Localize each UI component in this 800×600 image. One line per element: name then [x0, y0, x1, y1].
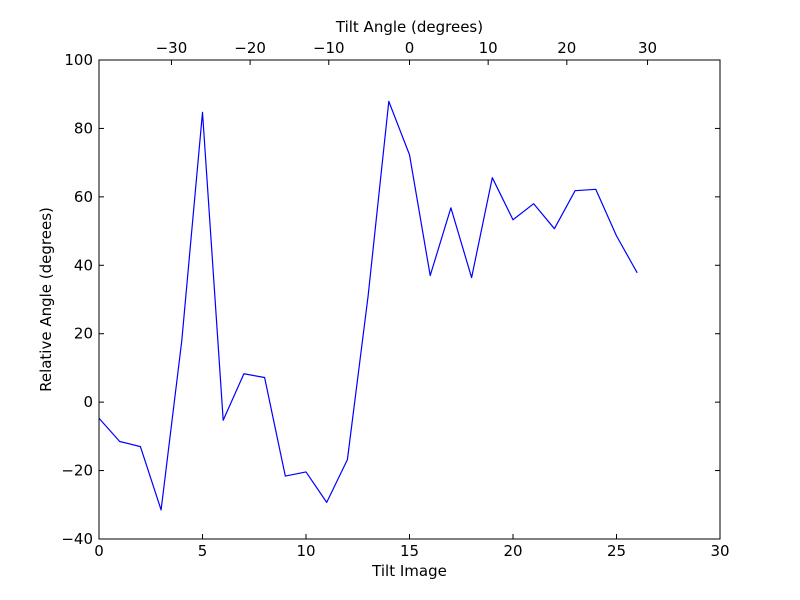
series-layer [98, 100, 638, 511]
x-tick-label: 5 [198, 542, 208, 560]
y-tick-label: 20 [74, 325, 93, 343]
top-x-axis-label: Tilt Angle (degrees) [335, 18, 483, 36]
x-tick-label: 25 [607, 542, 626, 560]
y-tick-label: −20 [61, 462, 93, 480]
y-tick-label: 40 [74, 256, 93, 274]
y-tick-label: 0 [83, 393, 93, 411]
y-tick-label: 80 [74, 119, 93, 137]
y-tick-label: 60 [74, 188, 93, 206]
top-x-tick-label: −30 [156, 39, 188, 57]
plot-frame [98, 59, 721, 540]
top-x-tick-label: 30 [638, 39, 657, 57]
y-tick-label: −40 [61, 530, 93, 548]
x-tick-label: 20 [503, 542, 522, 560]
y-tick-label: 100 [64, 51, 93, 69]
ticks-layer: 0 5 10 15 20 25 30 −30 −20 −10 0 10 20 30 −40 −20 0 20 40 6… [61, 39, 729, 560]
x-tick-label: 15 [400, 542, 419, 560]
y-axis-label: Relative Angle (degrees) [37, 207, 55, 392]
series-line [98, 100, 638, 511]
top-x-tick-label: 0 [405, 39, 415, 57]
top-x-tick-label: −10 [313, 39, 345, 57]
x-axis-label: Tilt Image [371, 562, 447, 580]
x-tick-label: 10 [296, 542, 315, 560]
x-tick-label: 0 [94, 542, 104, 560]
top-x-tick-label: −20 [234, 39, 266, 57]
x-tick-label: 30 [710, 542, 729, 560]
top-x-tick-label: 10 [479, 39, 498, 57]
top-x-tick-label: 20 [557, 39, 576, 57]
